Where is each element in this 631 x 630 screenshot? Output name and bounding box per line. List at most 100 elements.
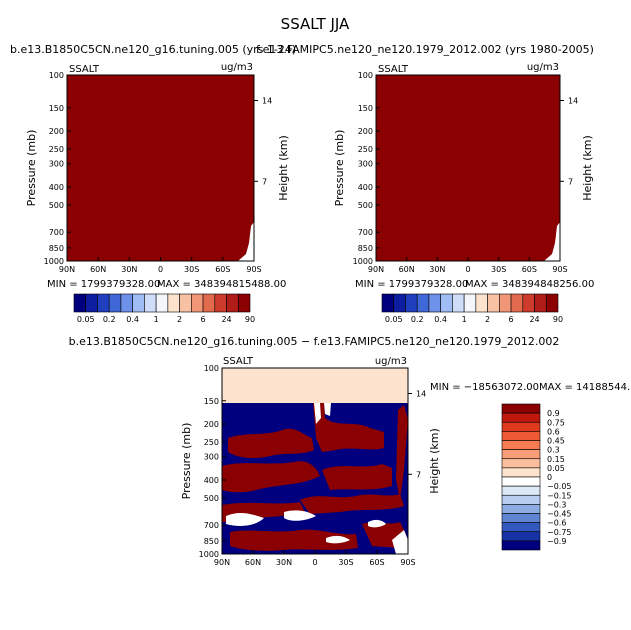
latitude-tick-label: 60S	[369, 558, 384, 567]
field-fill	[67, 75, 254, 261]
missing-region	[226, 512, 264, 526]
colorbar-label: 6	[201, 315, 206, 324]
colorbar-swatch	[501, 467, 541, 478]
latitude-tick-label: 60N	[245, 558, 261, 567]
y-axis-label-right: Height (km)	[428, 428, 441, 494]
pressure-tick-label: 850	[204, 537, 219, 546]
difference-field	[222, 368, 408, 554]
pressure-tick-labels: 100 150 200 250 300 400 500 700 850 1000	[44, 71, 71, 266]
colorbar-top-left: 0.05 0.2 0.4 1 2 6 24 90	[73, 293, 255, 324]
latitude-tick-label: 0	[312, 558, 317, 567]
colorbar-label: 0.15	[547, 455, 565, 464]
pressure-tick-label: 500	[49, 201, 64, 210]
colorbar-label: 0.3	[547, 446, 560, 455]
pressure-tick-label: 150	[49, 104, 64, 113]
colorbar-difference: 0.90.750.60.450.30.150.050−0.05−0.15−0.3…	[501, 403, 572, 551]
latitude-tick-label: 60S	[522, 265, 537, 274]
colorbar-label: 0.6	[547, 427, 560, 436]
colorbar-label: 0.9	[547, 409, 560, 418]
missing-region	[324, 403, 331, 416]
pressure-tick-label: 400	[204, 476, 219, 485]
pressure-tick-label: 300	[49, 160, 64, 169]
missing-region	[326, 535, 350, 544]
field-label: SSALT	[69, 64, 100, 75]
colorbar-swatch	[108, 293, 122, 313]
latitude-tick-label: 90S	[400, 558, 415, 567]
colorbar-label: −0.15	[547, 491, 572, 500]
colorbar-label: 90	[245, 315, 255, 324]
colorbar-swatch	[428, 293, 441, 313]
panel-title: b.e13.B1850C5CN.ne120_g16.tuning.005 (yr…	[10, 43, 296, 56]
colorbar-swatch	[501, 476, 541, 487]
latitude-tick-label: 30S	[184, 265, 199, 274]
colorbar-swatch	[501, 440, 541, 450]
colorbar-swatch	[202, 293, 216, 313]
latitude-tick-labels: 90N 60N 30N 0 30S 60S 90S	[59, 257, 262, 274]
colorbar-swatch	[463, 293, 477, 313]
colorbar-swatch	[73, 293, 87, 313]
latitude-tick-label: 60S	[215, 265, 230, 274]
min-label: MIN = 1799379328.00	[355, 279, 468, 290]
latitude-tick-label: 30N	[429, 265, 445, 274]
colorbar-label: −0.45	[547, 510, 572, 519]
colorbar-swatch	[534, 293, 547, 313]
colorbar-label: 0.05	[547, 464, 565, 473]
pressure-tick-label: 850	[49, 244, 64, 253]
positive-region	[228, 428, 314, 459]
latitude-tick-label: 90N	[214, 558, 230, 567]
positive-region	[230, 529, 358, 551]
colorbar-label: −0.05	[547, 482, 572, 491]
colorbar-swatch	[487, 293, 500, 313]
height-tick-label: 7	[416, 470, 421, 479]
colorbar-swatch	[132, 293, 145, 313]
colorbar-label: 90	[553, 315, 563, 324]
height-tick-labels: 14 7	[560, 97, 578, 186]
colorbar-label: −0.3	[547, 500, 566, 509]
max-label: MAX = 14188544.	[539, 382, 630, 393]
colorbar-swatch	[440, 293, 453, 313]
colorbar-label: 0.45	[547, 437, 565, 446]
colorbar-label: 6	[509, 315, 514, 324]
latitude-tick-label: 90N	[59, 265, 75, 274]
pressure-tick-label: 850	[358, 244, 373, 253]
colorbar-swatch	[501, 522, 541, 533]
colorbar-swatch	[179, 293, 192, 313]
latitude-tick-label: 90N	[368, 265, 384, 274]
y-axis-label: Pressure (mb)	[25, 130, 38, 207]
colorbar-label: 0.05	[385, 315, 403, 324]
y-axis-label-right: Height (km)	[277, 135, 290, 201]
colorbar-label: 0	[547, 473, 552, 482]
min-label: MIN = 1799379328.00	[47, 279, 160, 290]
positive-region	[300, 494, 404, 514]
colorbar-label: 0.75	[547, 418, 565, 427]
colorbar-swatch	[144, 293, 157, 313]
latitude-tick-label: 30N	[276, 558, 292, 567]
y-axis-label: Pressure (mb)	[333, 130, 346, 207]
units-label: ug/m3	[527, 62, 559, 73]
colorbar-swatch	[167, 293, 180, 313]
colorbar-swatch	[155, 293, 169, 313]
colorbar-label: 0.2	[103, 315, 116, 324]
latitude-tick-labels: 90N 60N 30N 0 30S 60S 90S	[214, 550, 416, 567]
colorbar-label: 0.4	[434, 315, 447, 324]
surface-mask	[544, 222, 560, 261]
height-tick-label: 14	[568, 97, 578, 106]
pressure-tick-label: 1000	[199, 550, 219, 559]
colorbar-swatch	[120, 293, 133, 313]
latitude-tick-label: 0	[158, 265, 163, 274]
height-tick-label: 14	[262, 97, 272, 106]
heatmap-field	[67, 75, 254, 261]
positive-region	[322, 464, 392, 490]
height-tick-label: 14	[416, 390, 426, 399]
latitude-tick-label: 60N	[399, 265, 415, 274]
colorbar-label: −0.9	[547, 537, 566, 546]
pressure-tick-label: 500	[204, 494, 219, 503]
max-label: MAX = 348394848256.00	[465, 279, 594, 290]
colorbar-swatch	[501, 531, 541, 542]
colorbar-swatch	[501, 494, 541, 505]
colorbar-swatch	[499, 293, 512, 313]
colorbar-swatch	[381, 293, 395, 313]
colorbar-swatch	[501, 504, 541, 514]
colorbar-label: 24	[529, 315, 539, 324]
pressure-tick-label: 300	[358, 160, 373, 169]
